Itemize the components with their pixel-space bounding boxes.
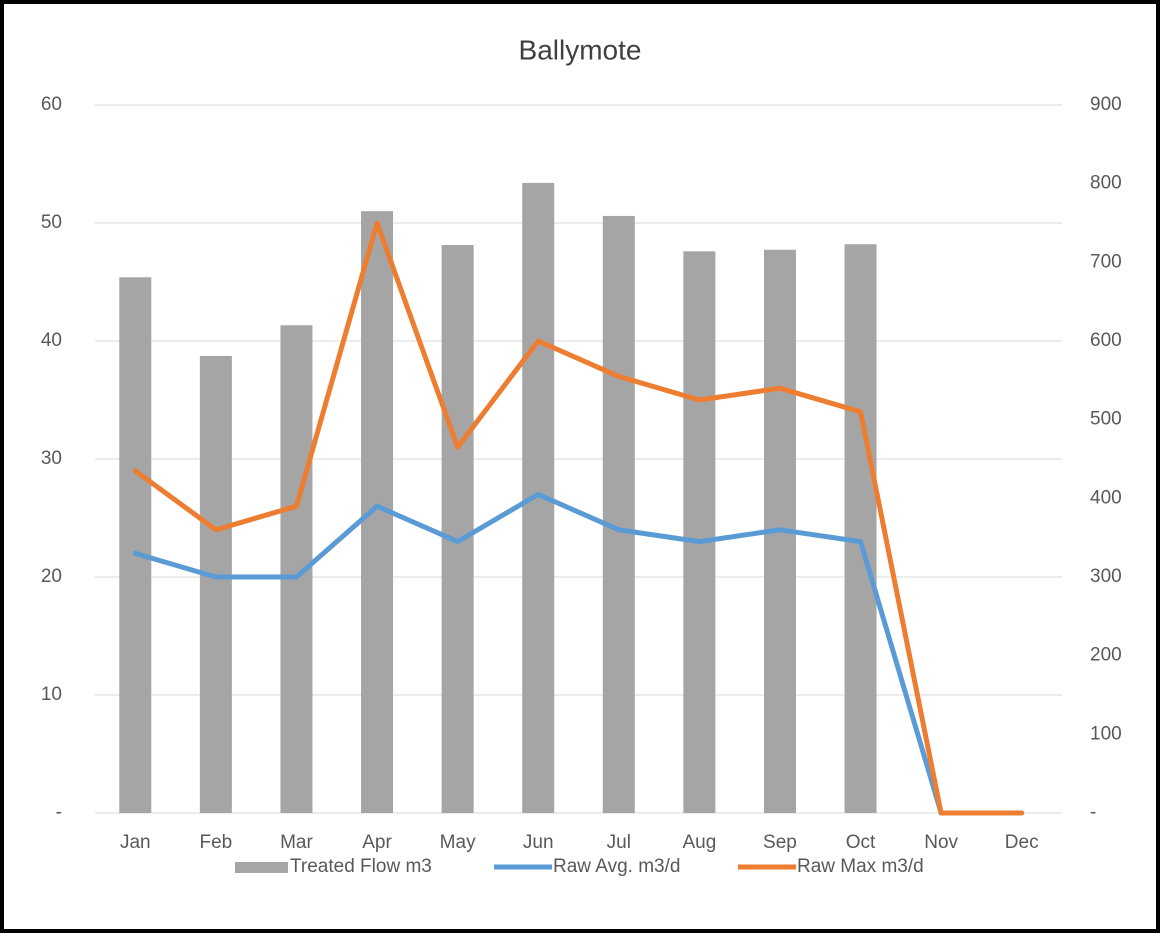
x-tick-label: Dec <box>1005 832 1039 853</box>
bar <box>844 244 877 814</box>
y2-tick-label: 800 <box>1090 173 1122 194</box>
y-tick-label: 20 <box>41 566 62 587</box>
x-tick-label: Jul <box>607 832 631 853</box>
x-tick-label: Mar <box>280 832 313 853</box>
x-tick-label: Jan <box>120 832 151 853</box>
y2-tick-label: 100 <box>1090 723 1122 744</box>
y-tick-label: 30 <box>41 448 62 469</box>
legend-label: Raw Max m3/d <box>797 856 924 877</box>
y2-tick-label: 700 <box>1090 251 1122 272</box>
y2-tick-label: 300 <box>1090 566 1122 587</box>
line <box>132 491 1025 816</box>
y-tick-label: 60 <box>41 94 62 115</box>
y2-tick-label: 900 <box>1090 94 1122 115</box>
y2-tick-label: 500 <box>1090 409 1122 430</box>
legend-swatch <box>235 862 288 873</box>
x-tick-label: Nov <box>924 832 958 853</box>
bar <box>683 251 716 813</box>
legend-label: Raw Avg. m3/d <box>553 856 680 877</box>
x-tick-label: Sep <box>763 832 797 853</box>
chart-title: Ballymote <box>519 34 642 65</box>
y-tick-label: 50 <box>41 212 62 233</box>
bar <box>199 355 232 813</box>
y-tick-label: - <box>56 802 62 823</box>
x-tick-label: Oct <box>846 832 876 853</box>
x-tick-label: Feb <box>200 832 233 853</box>
bar <box>602 215 635 814</box>
bar <box>119 277 152 813</box>
line <box>132 220 1025 816</box>
bar <box>441 245 474 813</box>
y2-tick-label: 200 <box>1090 645 1122 666</box>
y2-tick-label: 600 <box>1090 330 1122 351</box>
x-tick-label: Apr <box>362 832 392 853</box>
y2-tick-label: - <box>1090 802 1096 823</box>
y2-tick-label: 400 <box>1090 487 1122 508</box>
y-tick-label: 40 <box>41 330 62 351</box>
y-tick-label: 10 <box>41 684 62 705</box>
x-tick-label: May <box>440 832 476 853</box>
legend-label: Treated Flow m3 <box>290 856 432 877</box>
x-tick-label: Aug <box>682 832 716 853</box>
x-tick-label: Jun <box>523 832 554 853</box>
